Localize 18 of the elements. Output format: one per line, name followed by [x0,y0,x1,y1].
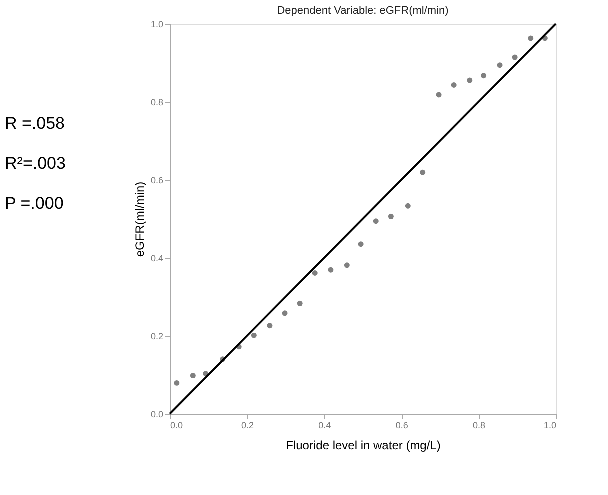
x-tick-label: 0.2 [241,420,254,430]
x-axis-title: Fluoride level in water (mg/L) [286,438,441,452]
text: R =.058 [5,114,66,133]
x-tick-label: 0.6 [396,420,408,430]
y-tick-label: 1.0 [150,20,164,30]
x-tick-label: 0.0 [170,420,184,430]
x-tick-label: 0.4 [318,420,332,430]
text: R²=.003 [5,154,66,173]
text: P =.000 [5,194,64,213]
y-tick-label: 0.6 [150,176,164,186]
x-tick-label: 0.8 [473,420,486,430]
y-tick-label: 0.4 [150,254,164,264]
x-tick-label: 1.0 [544,420,556,430]
y-tick-label: 0.0 [150,410,164,420]
chart-title: Dependent Variable: eGFR(ml/min) [277,5,449,17]
y-tick-label: 0.8 [150,98,164,108]
y-tick-label: 0.2 [150,332,164,342]
y-axis-title: eGFR(ml/min) [132,182,147,258]
